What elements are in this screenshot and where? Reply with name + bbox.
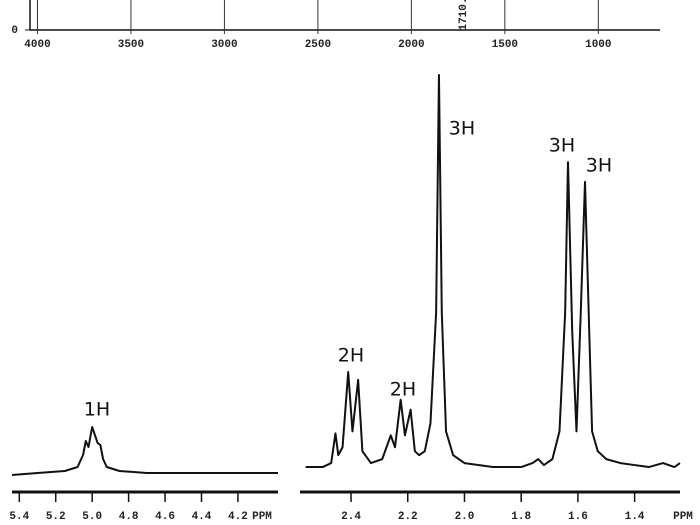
x-tick-label: 5.0 bbox=[82, 511, 102, 523]
annotation: 1710. bbox=[458, 0, 470, 31]
peak-integration-label: 2H bbox=[338, 345, 364, 367]
peak-integration-label: 2H bbox=[390, 379, 416, 401]
x-tick-label: 5.4 bbox=[9, 511, 29, 523]
spectrum-trace bbox=[305, 74, 681, 469]
x-tick-label: 3000 bbox=[211, 39, 237, 51]
peak-integration-label: 3H bbox=[586, 155, 612, 177]
x-tick-label: 4.8 bbox=[119, 511, 139, 523]
x-tick-label: 1.8 bbox=[511, 511, 531, 523]
x-tick-label: 2.4 bbox=[341, 511, 361, 523]
x-tick-label: 2000 bbox=[398, 39, 424, 51]
x-tick-label: 1000 bbox=[585, 39, 611, 51]
y-tick-label: 0 bbox=[11, 25, 18, 37]
x-tick-label: 1.4 bbox=[625, 511, 645, 523]
x-tick-label: 4.2 bbox=[228, 511, 248, 523]
peak-integration-label: 3H bbox=[549, 135, 575, 157]
x-tick-label: 2500 bbox=[305, 39, 331, 51]
x-tick-label: 1.6 bbox=[568, 511, 588, 523]
x-tick-label: 5.2 bbox=[46, 511, 66, 523]
x-tick-label: 1500 bbox=[492, 39, 518, 51]
x-axis-label: PPM bbox=[252, 511, 272, 523]
x-tick-label: 4.4 bbox=[192, 511, 212, 523]
x-axis-label: PPM bbox=[673, 511, 693, 523]
peak-integration-label: 1H bbox=[84, 399, 110, 421]
spectrum-trace bbox=[11, 426, 278, 476]
x-tick-label: 2.0 bbox=[455, 511, 475, 523]
x-tick-label: 3500 bbox=[118, 39, 144, 51]
x-tick-label: 4000 bbox=[24, 39, 50, 51]
peak-integration-label: 3H bbox=[449, 118, 475, 140]
x-tick-label: 4.6 bbox=[155, 511, 175, 523]
x-tick-label: 2.2 bbox=[398, 511, 418, 523]
